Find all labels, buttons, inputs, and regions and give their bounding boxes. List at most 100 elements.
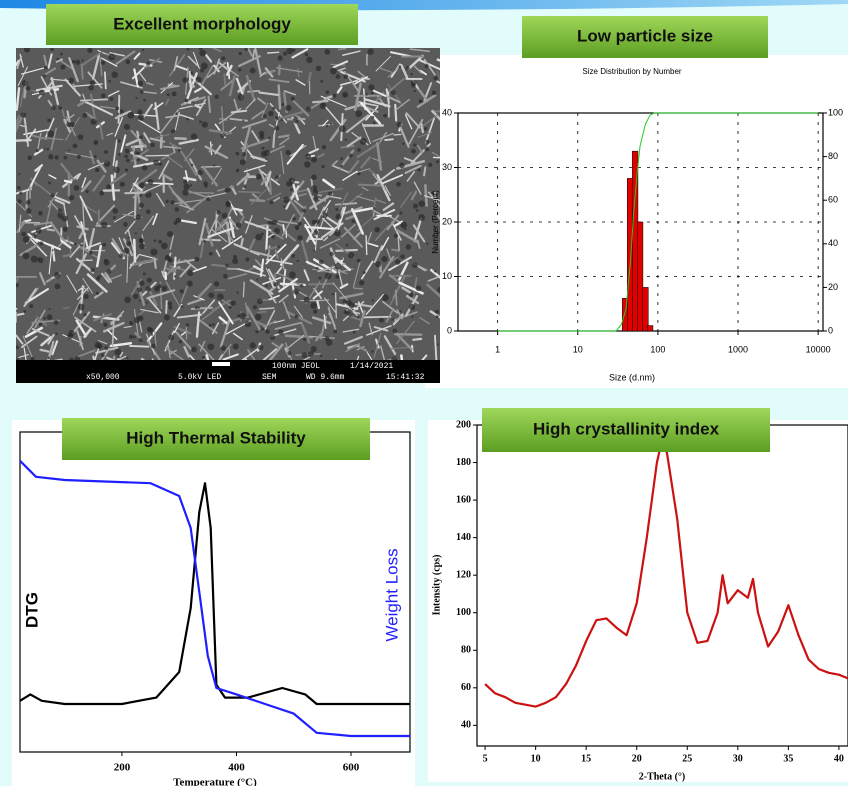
pore: [162, 286, 168, 292]
x-tick-label: 20: [632, 753, 642, 764]
pore: [265, 329, 270, 334]
pore: [223, 274, 228, 279]
pore: [184, 184, 190, 190]
pore: [241, 152, 246, 157]
pore: [371, 91, 374, 94]
pore: [313, 249, 315, 251]
pore: [186, 118, 189, 121]
pore: [260, 327, 264, 331]
pore: [88, 85, 94, 91]
pore: [357, 259, 361, 263]
pore: [70, 122, 75, 127]
x-tick-label: 5: [483, 753, 488, 764]
y-tick-label: 120: [456, 569, 471, 580]
pore: [191, 164, 194, 167]
fiber: [155, 259, 156, 268]
pore: [33, 234, 37, 238]
y-axis-label: Number (Percent): [431, 190, 440, 254]
pore: [168, 301, 173, 306]
pore: [296, 227, 299, 230]
pore: [426, 243, 428, 245]
pore: [245, 321, 251, 327]
pore: [209, 324, 212, 327]
pore: [326, 90, 330, 94]
pore: [127, 236, 129, 238]
pore: [311, 157, 317, 163]
pore: [346, 309, 353, 316]
pore: [222, 213, 228, 219]
pore: [49, 308, 51, 310]
pore: [255, 314, 262, 321]
pore: [212, 323, 215, 326]
pore: [236, 152, 240, 156]
fiber: [283, 225, 284, 231]
pore: [23, 310, 26, 313]
y2-tick-label: 40: [828, 238, 838, 248]
sem-text: 100nm JEOL: [272, 362, 320, 371]
pore: [202, 356, 205, 359]
pore: [123, 222, 128, 227]
pore: [425, 140, 429, 144]
pore: [302, 352, 308, 358]
pore: [104, 259, 108, 263]
pore: [126, 241, 131, 246]
pore: [240, 159, 246, 165]
bar: [647, 326, 653, 331]
fiber: [354, 288, 362, 289]
pore: [101, 222, 107, 228]
fiber: [248, 91, 259, 92]
pore: [47, 314, 53, 320]
pore: [328, 192, 332, 196]
pore: [221, 345, 226, 350]
fiber: [398, 237, 399, 250]
pore: [436, 315, 439, 318]
fiber: [253, 50, 254, 58]
pore: [326, 125, 329, 128]
pore: [397, 122, 402, 127]
pore: [78, 134, 84, 140]
pore: [125, 168, 128, 171]
pore: [96, 277, 100, 281]
pore: [126, 357, 128, 359]
pore: [322, 103, 326, 107]
pore: [325, 49, 331, 55]
x-tick-label: 15: [581, 753, 591, 764]
x-tick-label: 400: [228, 762, 245, 774]
pore: [310, 302, 317, 309]
pore: [119, 253, 124, 258]
pore: [139, 194, 142, 197]
pore: [113, 216, 116, 219]
pore: [289, 271, 296, 278]
pore: [239, 313, 246, 320]
pore: [261, 151, 267, 157]
pore: [117, 139, 121, 143]
pore: [129, 335, 133, 339]
pore: [409, 293, 414, 298]
pore: [363, 271, 366, 274]
x-tick-label: 100: [650, 344, 665, 354]
pore: [225, 187, 231, 193]
pore: [180, 305, 183, 308]
pore: [151, 344, 156, 349]
pore: [124, 124, 130, 130]
pore: [294, 315, 298, 319]
pore: [135, 97, 137, 99]
pore: [332, 94, 336, 98]
pore: [243, 184, 247, 188]
pore: [217, 293, 224, 300]
pore: [140, 90, 144, 94]
pore: [308, 351, 314, 357]
pore: [216, 210, 221, 215]
pore: [139, 182, 145, 188]
pore: [108, 80, 111, 83]
pore: [138, 114, 145, 121]
pore: [288, 178, 295, 185]
pore: [268, 111, 274, 117]
pore: [25, 86, 30, 91]
fiber: [385, 139, 393, 140]
pore: [236, 291, 238, 293]
fiber: [239, 192, 260, 193]
pore: [158, 162, 162, 166]
pore: [346, 244, 349, 247]
pore: [77, 155, 81, 159]
